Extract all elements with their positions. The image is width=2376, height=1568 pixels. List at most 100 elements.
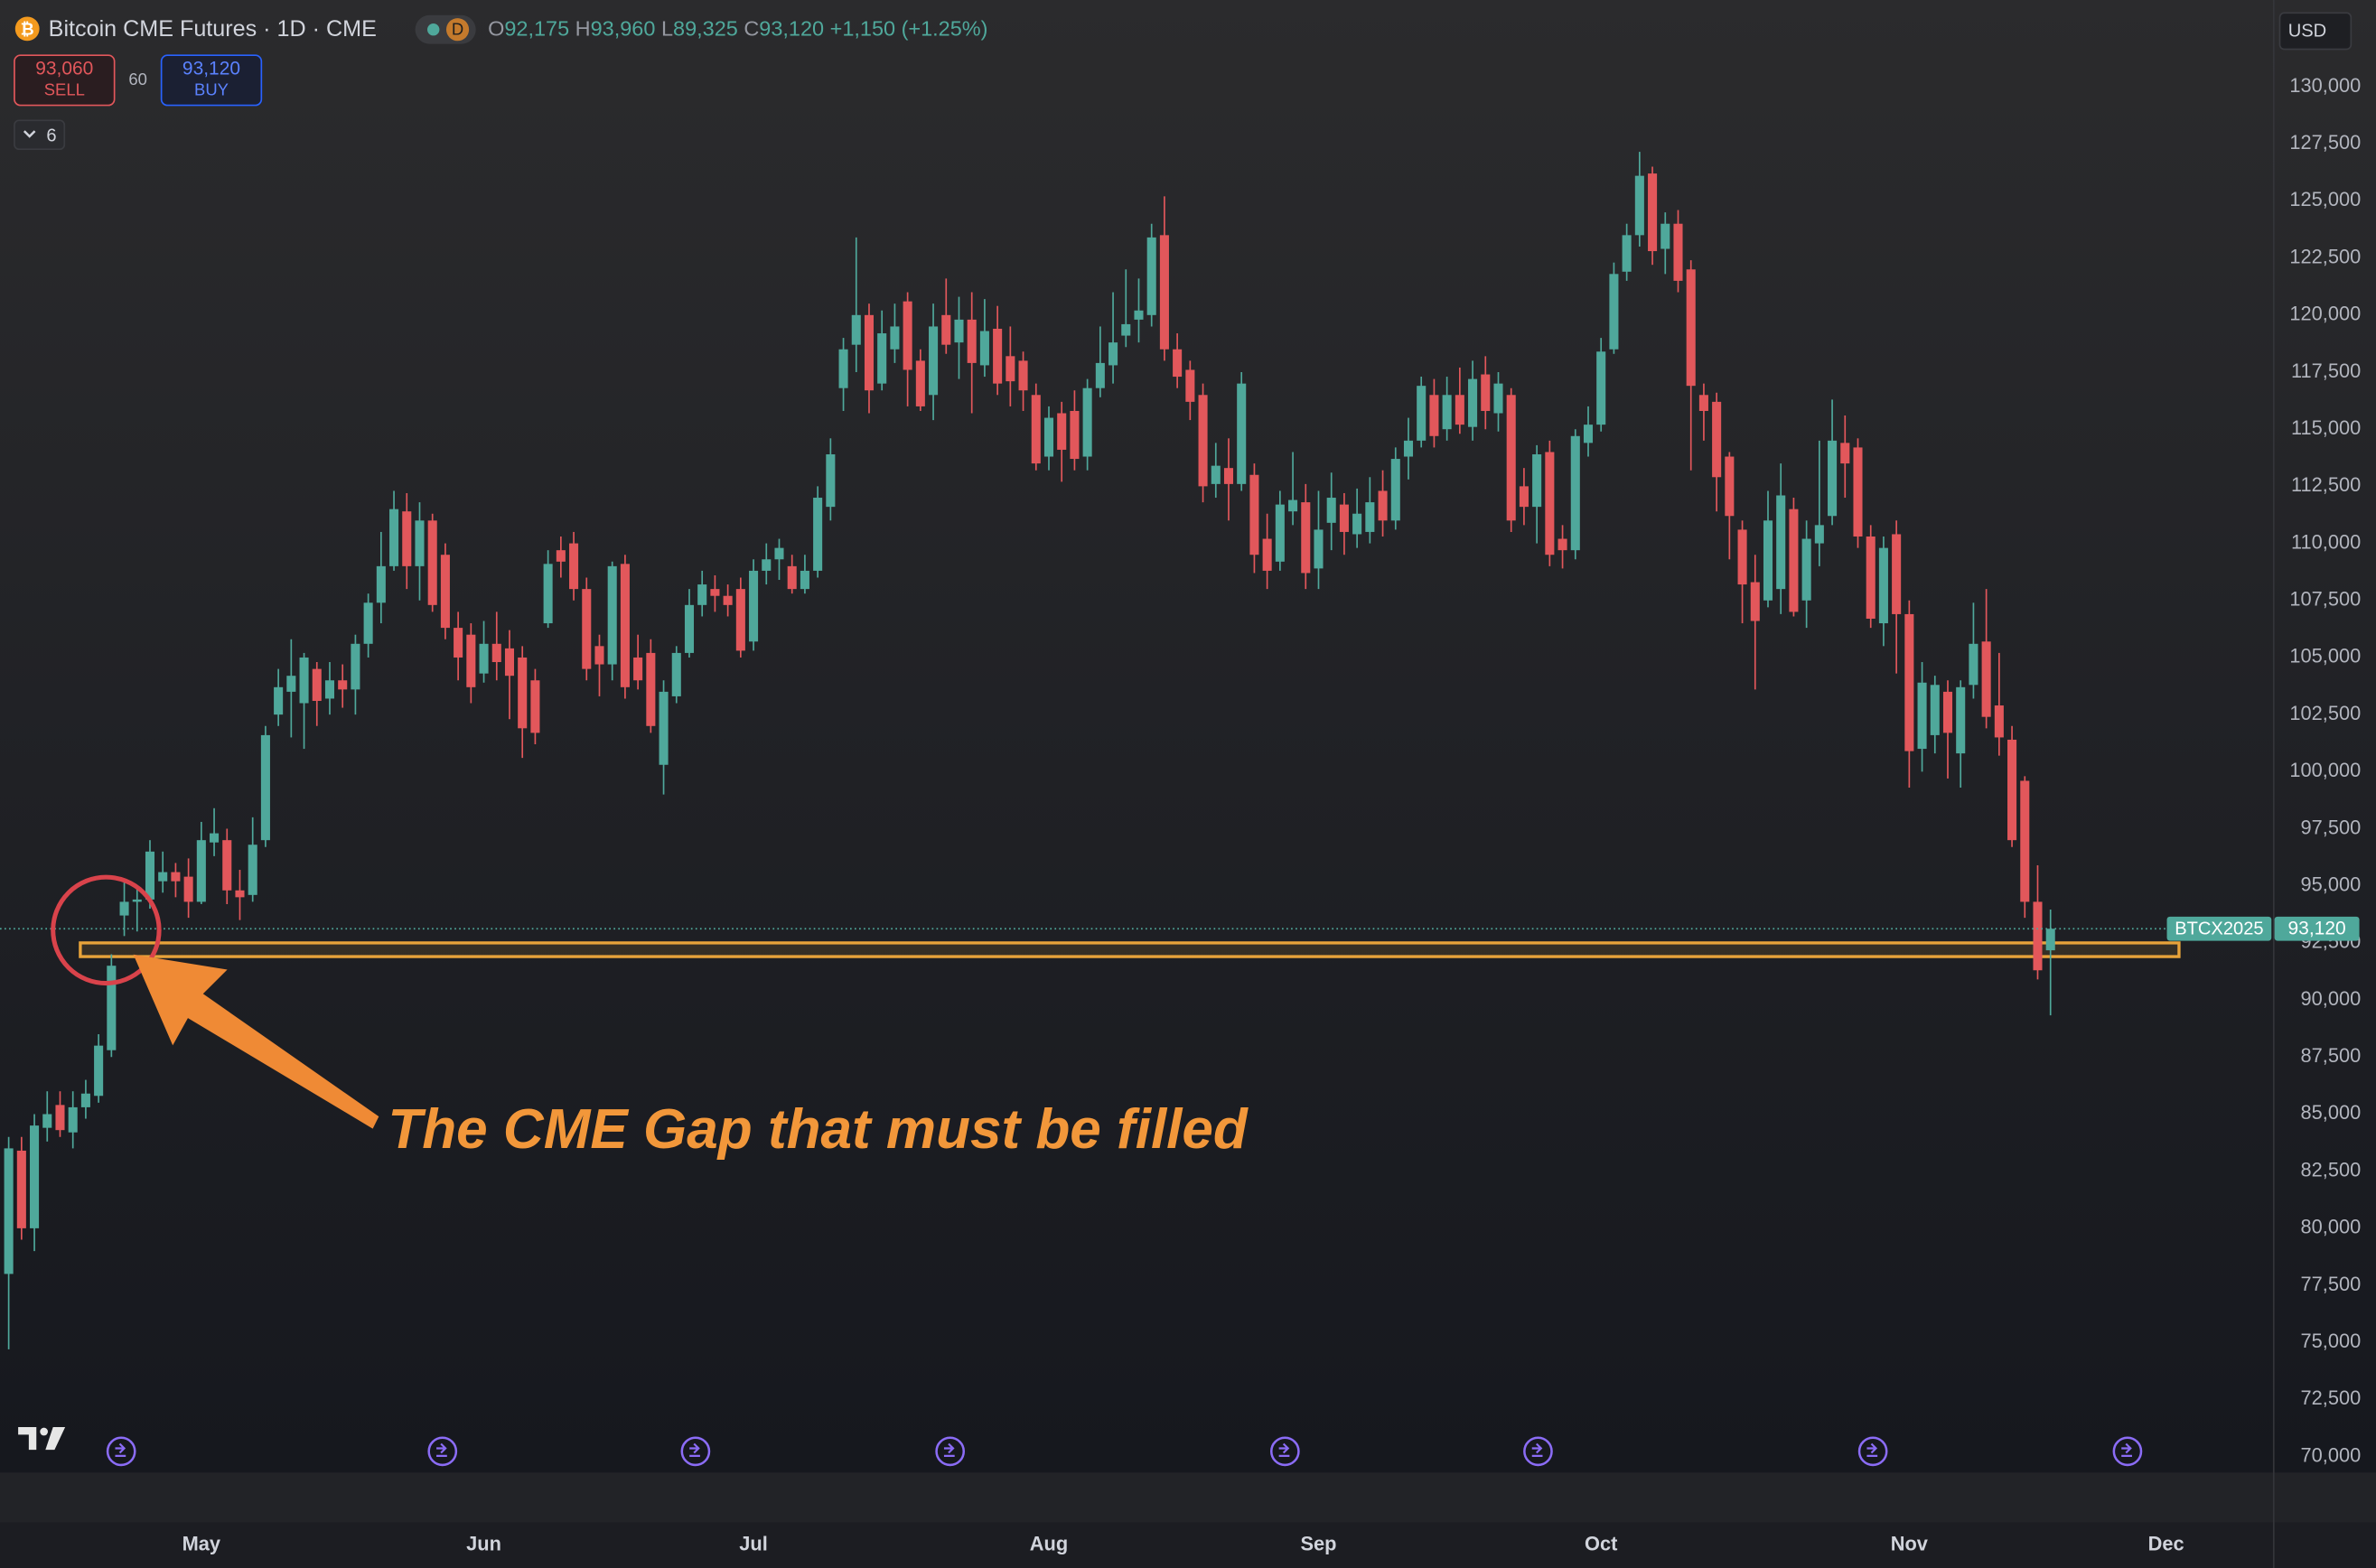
- candle-body: [1442, 395, 1452, 430]
- x-tick-label: Nov: [1891, 1533, 1929, 1555]
- event-circle: [1523, 1436, 1553, 1467]
- sell-button[interactable]: [14, 54, 116, 107]
- candle-body: [1789, 509, 1799, 612]
- candle-body: [171, 872, 181, 882]
- candle-body: [479, 643, 489, 674]
- candle-body: [1892, 534, 1902, 614]
- candle-body: [749, 570, 759, 642]
- x-tick-label: Aug: [1030, 1533, 1068, 1555]
- ohlc-value: 93,960: [591, 17, 656, 41]
- candle-body: [1904, 613, 1914, 751]
- candle-body: [42, 1114, 52, 1128]
- market-status-dot: [426, 23, 440, 36]
- candle-body: [915, 360, 925, 406]
- candle-body: [440, 555, 450, 629]
- y-tick-label: 102,500: [2289, 702, 2361, 724]
- candle-body: [2045, 929, 2055, 951]
- event-marker[interactable]: [1523, 1436, 1553, 1467]
- candle-body: [1750, 582, 1760, 621]
- candle-body: [119, 901, 129, 916]
- candle-body: [1455, 395, 1464, 425]
- y-tick-label: 85,000: [2301, 1101, 2362, 1124]
- candle-body: [1108, 342, 1118, 366]
- candle-body: [877, 333, 887, 384]
- candle-body: [16, 1150, 26, 1228]
- events: [106, 1436, 2143, 1467]
- candle-body: [1814, 525, 1824, 544]
- candle-body: [1314, 529, 1324, 569]
- candle-body: [2033, 901, 2043, 971]
- candle-body: [556, 550, 566, 562]
- ohlc-label: H: [575, 17, 591, 41]
- x-tick-label: Sep: [1300, 1533, 1336, 1555]
- candle-body: [1801, 538, 1811, 601]
- event-glyph: [2121, 1442, 2132, 1457]
- symbol-title[interactable]: Bitcoin CME Futures · 1D · CME: [49, 16, 377, 42]
- candle-body: [1725, 456, 1735, 517]
- toolbar-strip: [0, 1472, 2376, 1523]
- candle-body: [1956, 686, 1966, 754]
- candle-body: [1159, 235, 1169, 350]
- event-marker[interactable]: [1857, 1436, 1888, 1467]
- y-tick-label: 105,000: [2289, 645, 2361, 667]
- candle-body: [1878, 547, 1888, 624]
- currency-box[interactable]: [2278, 12, 2353, 51]
- indicators-toggle[interactable]: [14, 119, 66, 151]
- candle-body: [2020, 780, 2030, 902]
- event-marker[interactable]: [680, 1436, 711, 1467]
- candle-body: [1249, 474, 1259, 555]
- candle-body: [1288, 499, 1298, 512]
- buy-button[interactable]: [160, 54, 263, 107]
- event-marker[interactable]: [935, 1436, 966, 1467]
- candle-body: [415, 520, 425, 566]
- x-tick-label: Jun: [466, 1533, 501, 1555]
- y-tick-label: 75,000: [2301, 1330, 2362, 1352]
- y-tick-label: 125,000: [2289, 188, 2361, 210]
- annotation-arrow: [133, 954, 379, 1129]
- candle-body: [1146, 237, 1156, 315]
- candle-body: [543, 564, 553, 624]
- candle-body: [107, 966, 117, 1050]
- candle-body: [838, 349, 848, 388]
- candle-body: [1981, 641, 1991, 717]
- candle-body: [1211, 465, 1221, 484]
- symbol-tag: [2166, 916, 2272, 941]
- event-marker[interactable]: [2112, 1436, 2143, 1467]
- candle-body: [1686, 269, 1696, 387]
- candle-body: [1417, 386, 1427, 441]
- ohlc-value: 89,325: [673, 17, 738, 41]
- event-marker[interactable]: [427, 1436, 458, 1467]
- chevron: [23, 130, 36, 138]
- candle-body: [1545, 452, 1555, 555]
- candle-body: [800, 570, 809, 590]
- ohlc-legend: O92,175 H93,960 L89,325 C93,120 +1,150 (…: [488, 17, 987, 41]
- candle-body: [1018, 360, 1028, 391]
- candle-body: [851, 314, 861, 345]
- event-marker[interactable]: [1269, 1436, 1300, 1467]
- candle-body: [210, 833, 220, 843]
- indicators-count: 6: [46, 126, 56, 145]
- candle-body: [1378, 490, 1388, 521]
- y-tick-label: 87,500: [2301, 1044, 2362, 1067]
- candle-body: [338, 680, 348, 690]
- candle-body: [1698, 395, 1708, 411]
- candle-body: [466, 634, 476, 687]
- candle-body: [1583, 425, 1594, 443]
- candle-body: [774, 547, 784, 560]
- currency: USD: [2288, 22, 2326, 42]
- event-marker[interactable]: [106, 1436, 136, 1467]
- candle-body: [697, 584, 707, 605]
- price-tag: [2274, 916, 2360, 941]
- candle-body: [183, 876, 193, 902]
- candle-body: [1776, 495, 1786, 590]
- candle-body: [1275, 504, 1285, 562]
- event-glyph: [1866, 1442, 1878, 1457]
- logo-part: [45, 1427, 66, 1451]
- candle-body: [427, 520, 437, 605]
- candle-body: [286, 676, 296, 692]
- event-circle: [1269, 1436, 1300, 1467]
- candle-body: [1634, 175, 1644, 236]
- candle-body: [1468, 378, 1478, 427]
- candle-body: [1481, 374, 1491, 411]
- candle-body: [324, 680, 335, 699]
